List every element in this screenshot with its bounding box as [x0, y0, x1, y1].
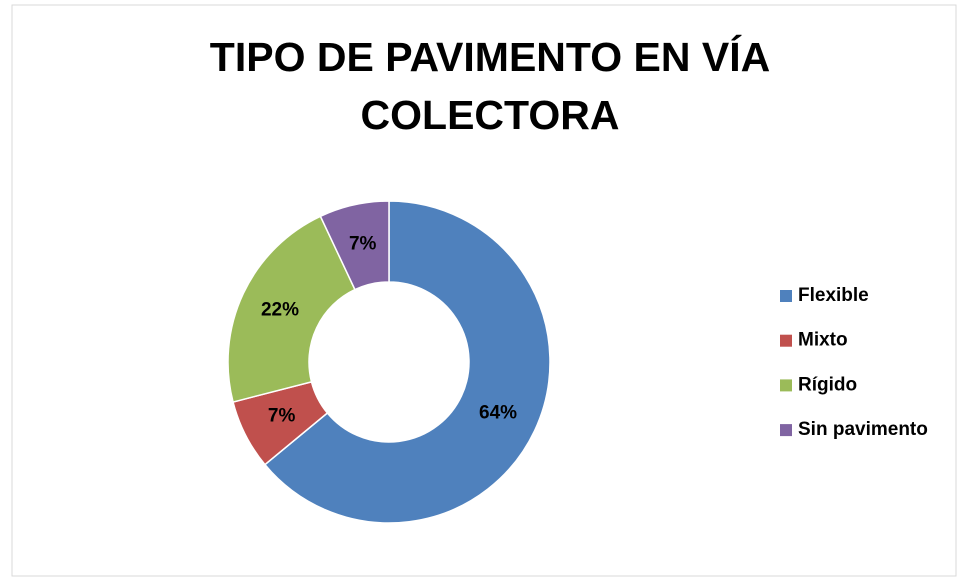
legend-label: Flexible [798, 285, 869, 306]
data-label: 7% [349, 233, 377, 254]
donut-slice [263, 200, 551, 524]
donut-slice [227, 215, 356, 403]
data-label: 64% [479, 402, 517, 423]
donut-slice [319, 200, 390, 291]
legend-swatch [780, 424, 792, 437]
data-label: 22% [261, 300, 299, 321]
legend-label: Sin pavimento [798, 419, 928, 440]
data-label: 7% [268, 406, 296, 427]
legend-swatch [780, 334, 792, 347]
chart-frame [11, 4, 957, 577]
legend-label: Rígido [798, 374, 857, 395]
legend-swatch [780, 379, 792, 392]
legend-swatch [780, 290, 792, 302]
legend-label: Mixto [798, 330, 848, 351]
chart-title: TIPO DE PAVIMENTO EN VÍA COLECTORA [209, 34, 771, 138]
